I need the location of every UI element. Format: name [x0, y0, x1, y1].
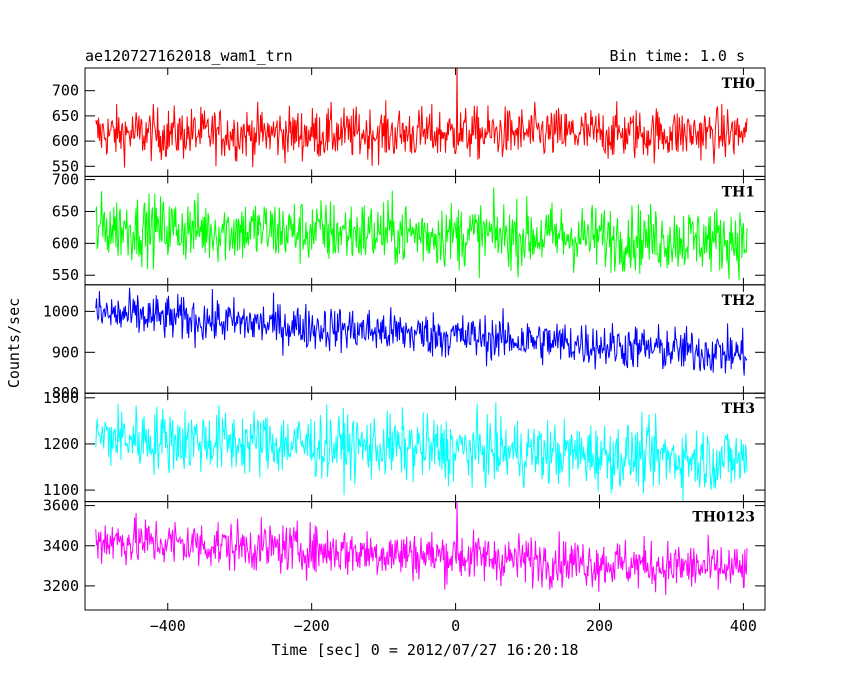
y-axis-label: Counts/sec	[5, 298, 23, 388]
series-line-th0123	[95, 501, 748, 596]
x-tick-label: 400	[730, 617, 757, 635]
panel-label-th0: TH0	[722, 76, 756, 92]
series-line-th2	[95, 287, 748, 376]
panel-label-th0123: TH0123	[692, 510, 755, 526]
y-tick-label: 3400	[43, 537, 79, 555]
y-tick-label: 3200	[43, 577, 79, 595]
panel-frame	[84, 501, 766, 611]
x-tick-label: −400	[150, 617, 186, 635]
y-tick-label: 800	[52, 384, 79, 402]
y-tick-label: 1300	[43, 389, 79, 407]
y-tick-label: 1000	[43, 302, 79, 320]
y-tick-label: 600	[52, 234, 79, 252]
series-line-th3	[95, 402, 748, 502]
y-tick-label: 700	[52, 82, 79, 100]
y-tick-label: 700	[52, 171, 79, 189]
y-tick-label: 1200	[43, 435, 79, 453]
x-tick-label: 0	[451, 617, 460, 635]
x-tick-label: −200	[294, 617, 330, 635]
panel-frame	[84, 284, 766, 394]
y-tick-label: 650	[52, 107, 79, 125]
series-line-th0	[95, 68, 748, 168]
y-tick-label: 550	[52, 266, 79, 284]
x-axis-label: Time [sec] 0 = 2012/07/27 16:20:18	[271, 641, 578, 659]
y-tick-label: 650	[52, 202, 79, 220]
panel-label-th2: TH2	[722, 293, 755, 309]
y-tick-label: 600	[52, 132, 79, 150]
y-tick-label: 900	[52, 343, 79, 361]
y-tick-label: 550	[52, 157, 79, 175]
x-tick-label: 200	[586, 617, 613, 635]
y-tick-label: 3600	[43, 497, 79, 515]
series-line-th1	[95, 187, 748, 281]
chart-title: ae120727162018_wam1_trn	[85, 47, 293, 65]
bin-time-label: Bin time: 1.0 s	[610, 47, 745, 65]
panel-label-th3: TH3	[722, 401, 755, 417]
y-tick-label: 1100	[43, 481, 79, 499]
panel-label-th1: TH1	[722, 184, 755, 200]
